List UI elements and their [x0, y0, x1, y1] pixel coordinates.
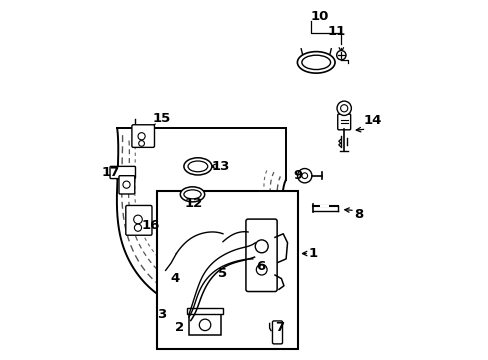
Text: 11: 11 — [327, 25, 346, 38]
Text: 13: 13 — [212, 160, 230, 173]
Text: 16: 16 — [141, 219, 160, 233]
Text: 1: 1 — [308, 247, 317, 260]
Ellipse shape — [297, 51, 334, 73]
FancyBboxPatch shape — [337, 114, 350, 130]
Text: 14: 14 — [363, 114, 381, 127]
Circle shape — [199, 319, 210, 330]
Bar — [156, 191, 298, 348]
Circle shape — [134, 224, 142, 231]
Text: 5: 5 — [218, 267, 227, 280]
Circle shape — [340, 105, 347, 112]
Text: 2: 2 — [174, 321, 183, 334]
Circle shape — [301, 173, 307, 179]
FancyBboxPatch shape — [119, 176, 135, 194]
Ellipse shape — [183, 190, 201, 199]
FancyBboxPatch shape — [245, 219, 277, 292]
FancyBboxPatch shape — [272, 321, 282, 344]
FancyBboxPatch shape — [125, 206, 152, 235]
Text: 9: 9 — [292, 169, 302, 182]
FancyBboxPatch shape — [132, 125, 154, 147]
Text: 7: 7 — [275, 321, 284, 334]
Text: 15: 15 — [152, 112, 170, 125]
Text: 12: 12 — [184, 197, 203, 210]
Text: 4: 4 — [170, 272, 179, 285]
Circle shape — [297, 168, 311, 183]
Ellipse shape — [180, 187, 204, 202]
Bar — [188, 314, 221, 335]
Text: 8: 8 — [354, 208, 363, 221]
Ellipse shape — [183, 158, 211, 175]
Circle shape — [139, 140, 144, 146]
Circle shape — [336, 101, 351, 116]
Circle shape — [138, 133, 145, 140]
FancyBboxPatch shape — [110, 166, 135, 179]
Bar — [187, 308, 223, 314]
Text: 10: 10 — [310, 10, 328, 23]
Ellipse shape — [187, 161, 207, 172]
Text: 6: 6 — [256, 260, 264, 273]
Text: 17: 17 — [102, 166, 120, 179]
Circle shape — [336, 50, 346, 60]
Circle shape — [256, 264, 266, 275]
Circle shape — [133, 215, 142, 224]
Circle shape — [122, 181, 130, 188]
Ellipse shape — [301, 55, 330, 69]
Text: 3: 3 — [156, 308, 165, 321]
Circle shape — [255, 240, 267, 253]
